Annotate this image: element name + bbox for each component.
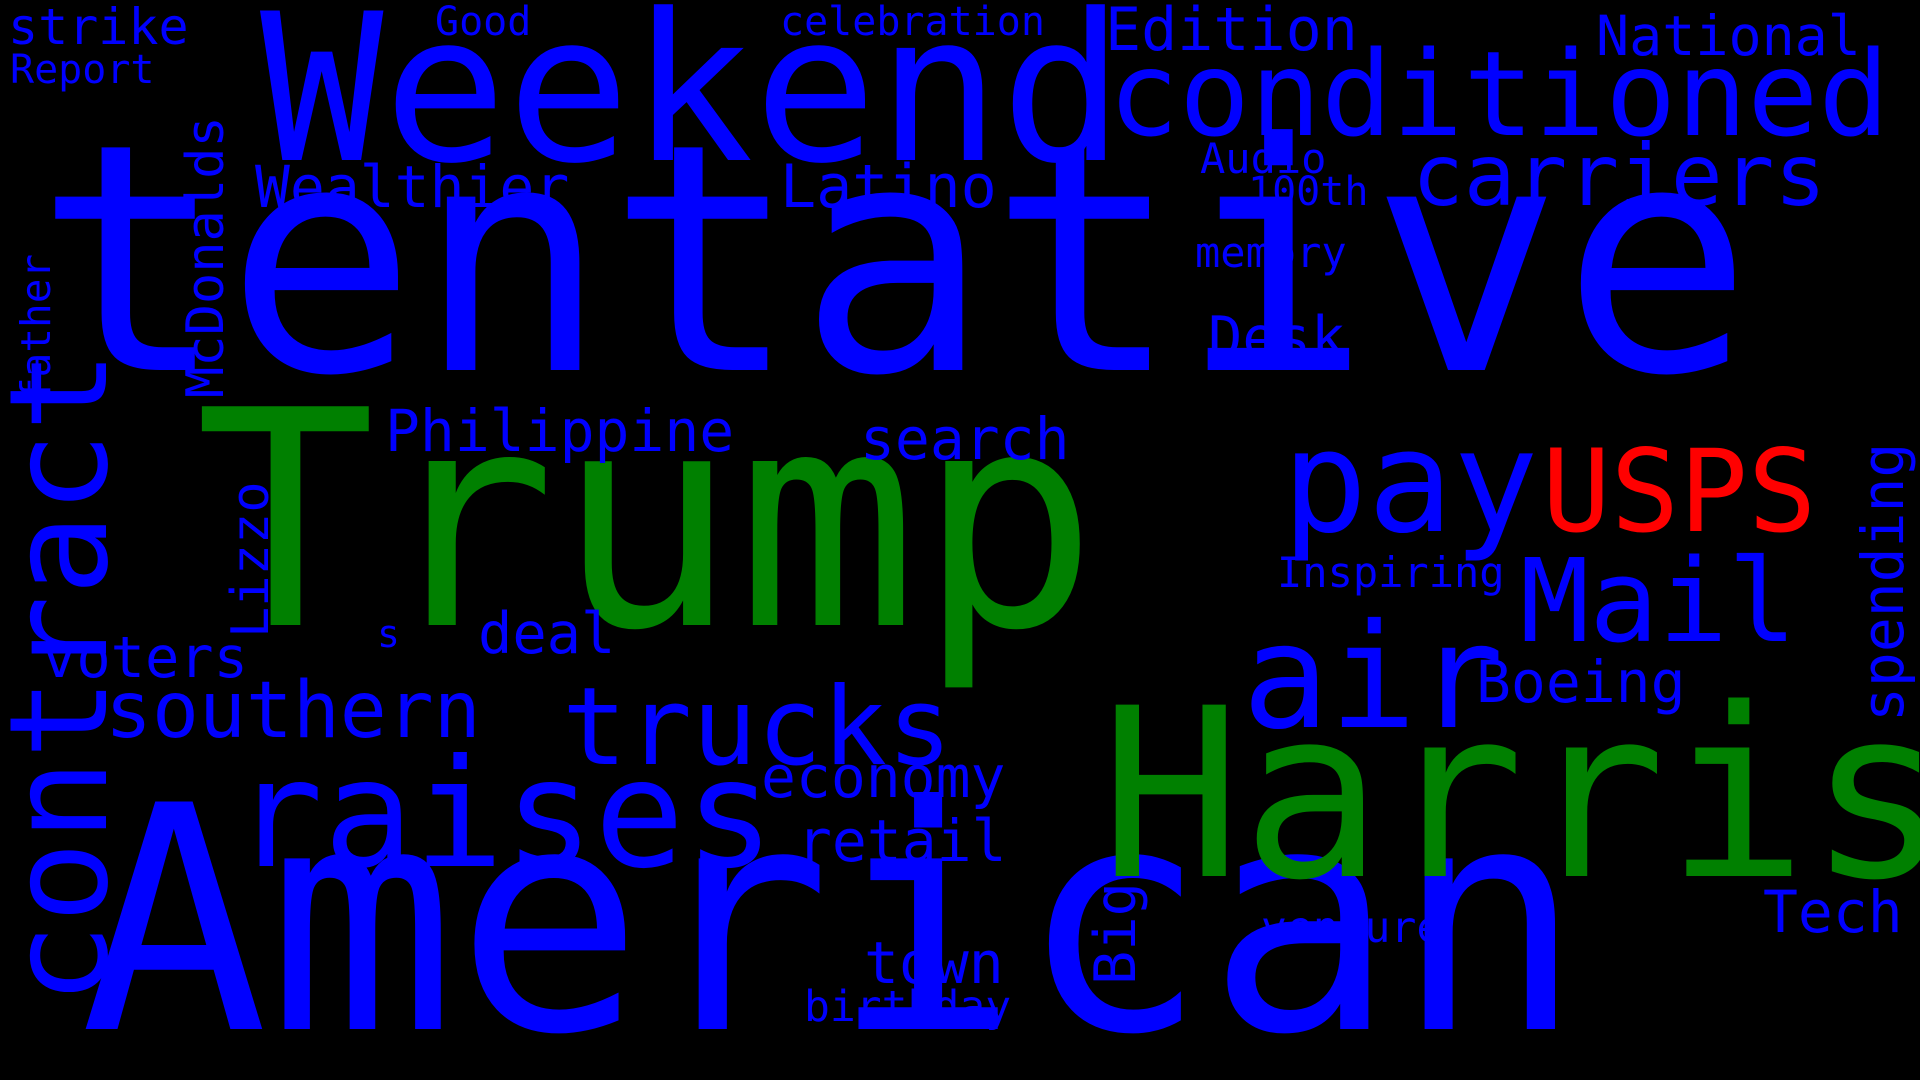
- word-100th: 100th: [1248, 169, 1369, 215]
- word-memory: memory: [1195, 228, 1347, 277]
- word-strike: strike: [8, 0, 189, 56]
- word-spending: spending: [1849, 442, 1917, 722]
- word-desk: Desk: [1208, 305, 1346, 371]
- word-lizzo: Lizzo: [221, 481, 281, 638]
- word-good: Good: [435, 0, 532, 45]
- word-american: American: [80, 739, 1583, 1080]
- word-national: National: [1596, 4, 1861, 68]
- word-deal: deal: [478, 601, 616, 667]
- word-raises: raises: [233, 728, 775, 902]
- word-report: Report: [10, 47, 155, 93]
- word-search: search: [860, 405, 1070, 473]
- word-mail: Mail: [1520, 535, 1797, 669]
- word-air: air: [1242, 593, 1504, 762]
- word-harris: Harris: [1100, 659, 1920, 932]
- word-tentative: tentative: [35, 76, 1753, 445]
- word-weekend: Weekend: [260, 0, 1124, 209]
- word-tech: Tech: [1763, 878, 1903, 946]
- word-voters: voters: [42, 625, 248, 691]
- word-philippine: Philippine: [385, 397, 735, 465]
- word-birthday: birthday: [804, 982, 1012, 1032]
- word-retail: retail: [797, 807, 1007, 875]
- word-father: father: [12, 253, 60, 402]
- word-trump: Trump: [195, 347, 1099, 696]
- word-carriers: carriers: [1412, 126, 1827, 226]
- word-wealthier: Wealthier: [255, 153, 570, 221]
- word-latino: Latino: [780, 152, 997, 222]
- word-town: town: [864, 929, 1004, 997]
- word-audio: Audio: [1200, 134, 1327, 183]
- word-contract: contract: [0, 349, 139, 1005]
- word-big: Big: [1083, 882, 1149, 985]
- word-edition: Edition: [1105, 0, 1358, 65]
- word-inspiring: Inspiring: [1277, 548, 1505, 597]
- word-trucks: trucks: [562, 665, 953, 790]
- word-conditioned: conditioned: [1108, 25, 1890, 163]
- word-southern: southern: [105, 666, 481, 756]
- word-mcdonalds: McDonalds: [176, 116, 236, 398]
- word-boeing: Boeing: [1476, 648, 1686, 716]
- word-economy: economy: [761, 743, 1006, 811]
- word-usps: USPS: [1542, 425, 1817, 558]
- word-s: s: [377, 612, 400, 656]
- word-venture: venture: [1261, 903, 1443, 953]
- word-celebration: celebration: [780, 0, 1045, 45]
- word-pay: pay: [1282, 400, 1539, 565]
